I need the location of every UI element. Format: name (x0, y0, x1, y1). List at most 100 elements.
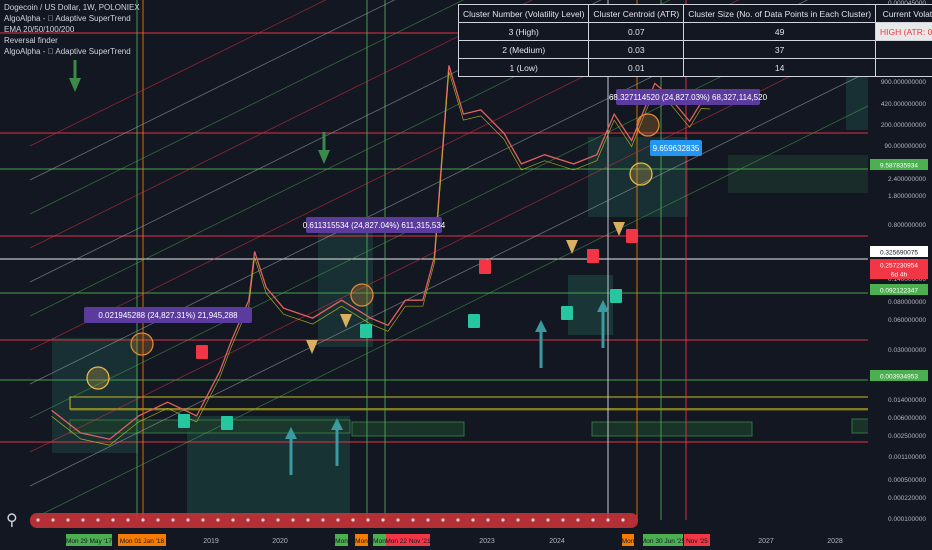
y-tick-label: 0.140000000 (888, 276, 926, 283)
price-label-text: 9.587835934 (880, 163, 918, 170)
table-cell: 2 (Medium) (457, 40, 590, 59)
table-cell: 1 (Low) (457, 58, 590, 77)
date-label-text: Mon (622, 538, 635, 545)
x-tick-label: 2019 (203, 538, 219, 545)
down-arrow-icon (318, 150, 330, 164)
atr-zone (728, 155, 868, 193)
sell-signal-marker (196, 345, 208, 359)
up-arrow-icon (535, 320, 547, 332)
event-dot (126, 518, 130, 522)
y-tick-label: 0.800000000 (888, 222, 926, 229)
current-volatility-cell: HIGH (ATR: 0.07) (875, 22, 932, 41)
x-tick-label: 2024 (549, 538, 565, 545)
legend-indicator[interactable]: Reversal finder (4, 36, 58, 45)
y-tick-label: 2.400000000 (888, 176, 926, 183)
event-dot (531, 518, 535, 522)
date-label (684, 534, 710, 546)
legend-indicator[interactable]: EMA 20/50/100/200 (4, 25, 75, 34)
event-dot (231, 518, 235, 522)
price-target-annotation (84, 307, 252, 323)
up-arrow-icon (597, 300, 609, 312)
date-label (386, 534, 430, 546)
date-label-text: Mon (373, 538, 386, 545)
regression-channel-line (29, 0, 671, 317)
price-label (870, 159, 928, 170)
y-tick-label: 0.000220000 (888, 495, 926, 502)
up-arrow-icon (285, 427, 297, 439)
event-dot (381, 518, 385, 522)
buy-signal-marker (178, 414, 190, 428)
table-cell: 0.01 (588, 58, 685, 77)
table-cell: 14 (683, 58, 877, 77)
event-dot (276, 518, 280, 522)
y-tick-label: 0.014000000 (888, 397, 926, 404)
event-dot (111, 518, 115, 522)
regression-channel-line (29, 65, 881, 487)
price-label (870, 268, 928, 279)
annotation-label: 0.021945288 (24,827.31%) 21,945,288 (98, 311, 238, 320)
y-tick-label: 0.000500000 (888, 477, 926, 484)
date-label (643, 534, 683, 546)
event-dot (201, 518, 205, 522)
event-dot (171, 518, 175, 522)
table-row: 3 (High) 0.07 49 HIGH (ATR: 0.07) (457, 22, 932, 41)
volatility-cluster-table: Cluster Number (Volatility Level) Cluste… (457, 4, 932, 77)
event-dot (411, 518, 415, 522)
price-label (870, 370, 928, 381)
event-dot (471, 518, 475, 522)
date-label-text: Mon 30 Jun '25 (641, 538, 686, 545)
chart-legend: Dogecoin / US Dollar, 1W, POLONIEX AlgoA… (4, 2, 140, 57)
table-header: Cluster Size (No. of Data Points in Each… (683, 4, 877, 23)
buy-signal-marker (468, 314, 480, 328)
price-label-text: 0.092122347 (880, 288, 918, 295)
legend-indicator[interactable]: AlgoAlpha -   Adaptive SuperTrend (4, 14, 131, 23)
sell-signal-marker (587, 249, 599, 263)
x-tick-label: 2027 (758, 538, 774, 545)
event-dot (576, 518, 580, 522)
event-dot (441, 518, 445, 522)
event-dot (456, 518, 460, 522)
date-label (622, 534, 634, 546)
tradingview-logo-icon[interactable]: ⚲ (6, 512, 18, 529)
event-dot (246, 518, 250, 522)
table-row: 2 (Medium) 0.03 37 (457, 40, 932, 59)
event-dot (546, 518, 550, 522)
regression-channel-line (29, 0, 396, 181)
event-dot (621, 518, 625, 522)
reversal-down-arrow-icon (306, 340, 318, 354)
buy-signal-marker (561, 306, 573, 320)
x-tick-label: 2023 (479, 538, 495, 545)
price-target-annotation (306, 217, 442, 233)
y-tick-label: 0.000045000 (888, 0, 926, 7)
reversal-down-arrow-icon (613, 222, 625, 236)
y-tick-label: 1.800000000 (888, 193, 926, 200)
y-tick-label: 0.006000000 (888, 415, 926, 422)
table-cell: 3 (High) (457, 22, 590, 41)
legend-indicator[interactable]: AlgoAlpha -   Adaptive SuperTrend (4, 47, 131, 56)
ema-band-box (69, 396, 877, 410)
regression-channel-line (29, 0, 327, 147)
x-tick-label: 2020 (272, 538, 288, 545)
buy-signal-marker (360, 324, 372, 338)
event-dot (336, 518, 340, 522)
cycle-circle-marker (629, 162, 653, 186)
up-arrow-icon (331, 418, 343, 430)
price-target-annotation (616, 89, 760, 105)
regression-channel-line (29, 0, 533, 249)
event-dot (36, 518, 40, 522)
buy-signal-marker (610, 289, 622, 303)
annotation-label: 9.659632835 (653, 144, 700, 153)
sell-signal-marker (479, 260, 491, 274)
event-dot (606, 518, 610, 522)
cycle-circle-marker (636, 113, 660, 137)
y-tick-label: 90.000000000 (884, 143, 926, 150)
y-tick-label: 0.002500000 (888, 433, 926, 440)
date-label-text: Mon 22 Nov '21 (385, 538, 431, 545)
cycle-circle-marker (350, 283, 374, 307)
table-header-row: Cluster Number (Volatility Level) Cluste… (457, 4, 932, 23)
event-dot (591, 518, 595, 522)
date-label (335, 534, 348, 546)
date-label-text: Mon (335, 538, 348, 545)
x-tick-label: 2028 (827, 538, 843, 545)
